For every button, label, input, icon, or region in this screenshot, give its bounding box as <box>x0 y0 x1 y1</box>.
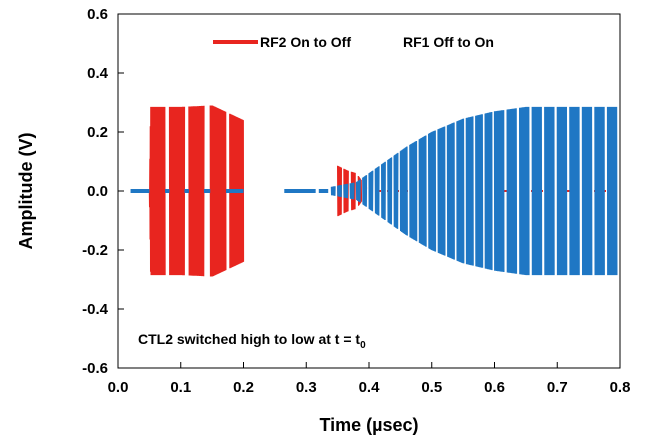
x-tick-label: 0.8 <box>610 379 631 396</box>
plot-area <box>130 105 620 277</box>
series-rf1-burst <box>437 126 446 256</box>
series-rf2-burst <box>168 106 186 276</box>
series-rf1-burst <box>506 108 518 274</box>
series-rf1-burst <box>374 166 380 216</box>
series-rf1-burst <box>418 135 427 247</box>
series-rf2-burst <box>209 105 227 277</box>
series-rf1-burst <box>409 140 418 242</box>
series-rf1-burst <box>368 170 374 212</box>
series-rf1-burst <box>381 161 386 221</box>
series-rf2-burst <box>148 106 166 276</box>
series-rf1-burst <box>349 182 355 200</box>
y-tick-label: 0.6 <box>87 6 108 23</box>
legend-label-rf1: RF1 Off to On <box>403 34 494 50</box>
x-tick-label: 0.4 <box>359 379 381 396</box>
series-rf1-burst <box>465 116 474 266</box>
y-tick-label: 0.2 <box>87 124 108 141</box>
x-tick-label: 0.6 <box>484 379 505 396</box>
series-rf1-burst <box>399 146 408 236</box>
series-rf1-burst <box>531 106 543 276</box>
series-rf1-burst <box>428 130 437 252</box>
y-tick-label: 0.4 <box>87 65 109 82</box>
series-rf1-burst <box>456 118 465 264</box>
plot-frame <box>117 13 621 369</box>
y-tick-label: -0.6 <box>82 360 108 377</box>
x-axis-title: Time (µsec) <box>319 415 418 435</box>
series-rf1-burst <box>606 106 618 276</box>
series-rf1-burst <box>544 106 555 276</box>
series-rf1 <box>130 106 618 276</box>
legend-label-rf2: RF2 On to Off <box>260 34 351 50</box>
annotation-subscript: 0 <box>360 340 366 351</box>
legend: RF2 On to Off RF1 Off to On <box>213 34 494 50</box>
x-tick-label: 0.5 <box>421 379 442 396</box>
series-rf1-burst <box>493 110 505 273</box>
series-rf2-burst <box>188 105 205 277</box>
series-rf1-burst <box>519 106 530 276</box>
series-rf1-burst <box>355 179 361 203</box>
y-tick-label: -0.4 <box>82 301 109 318</box>
x-tick-label: 0.0 <box>108 379 129 396</box>
series-rf1-burst <box>556 106 568 276</box>
series-rf1-burst <box>581 106 593 276</box>
series-rf1-burst <box>569 106 580 276</box>
series-rf1-burst <box>594 106 605 276</box>
series-rf1-burst <box>343 183 349 199</box>
series-rf1-burst <box>387 157 393 225</box>
x-tick-label: 0.3 <box>296 379 317 396</box>
y-axis-ticks: -0.6 -0.4 -0.2 0.0 0.2 0.4 0.6 <box>82 6 124 377</box>
series-rf1-burst <box>446 122 455 260</box>
series-rf1-burst <box>484 111 493 271</box>
series-rf1-burst <box>393 152 399 229</box>
series-rf1-burst <box>475 114 484 268</box>
series-rf1-burst <box>337 184 342 198</box>
series-rf2-burst <box>343 168 349 214</box>
y-axis-title: Amplitude (V) <box>16 133 36 250</box>
x-tick-label: 0.1 <box>170 379 191 396</box>
y-tick-label: 0.0 <box>87 183 108 200</box>
x-tick-label: 0.7 <box>547 379 568 396</box>
annotation-main: CTL2 switched high to low at t = t <box>138 331 360 347</box>
series-rf1-burst <box>362 175 368 207</box>
y-tick-label: -0.2 <box>82 242 108 259</box>
x-tick-label: 0.2 <box>233 379 254 396</box>
series-rf1-burst <box>330 186 336 196</box>
annotation-text: CTL2 switched high to low at t = t0 <box>138 331 366 351</box>
x-axis-ticks: 0.0 0.1 0.2 0.3 0.4 0.5 0.6 0.7 0.8 <box>108 362 631 396</box>
series-rf2-burst <box>337 165 342 217</box>
